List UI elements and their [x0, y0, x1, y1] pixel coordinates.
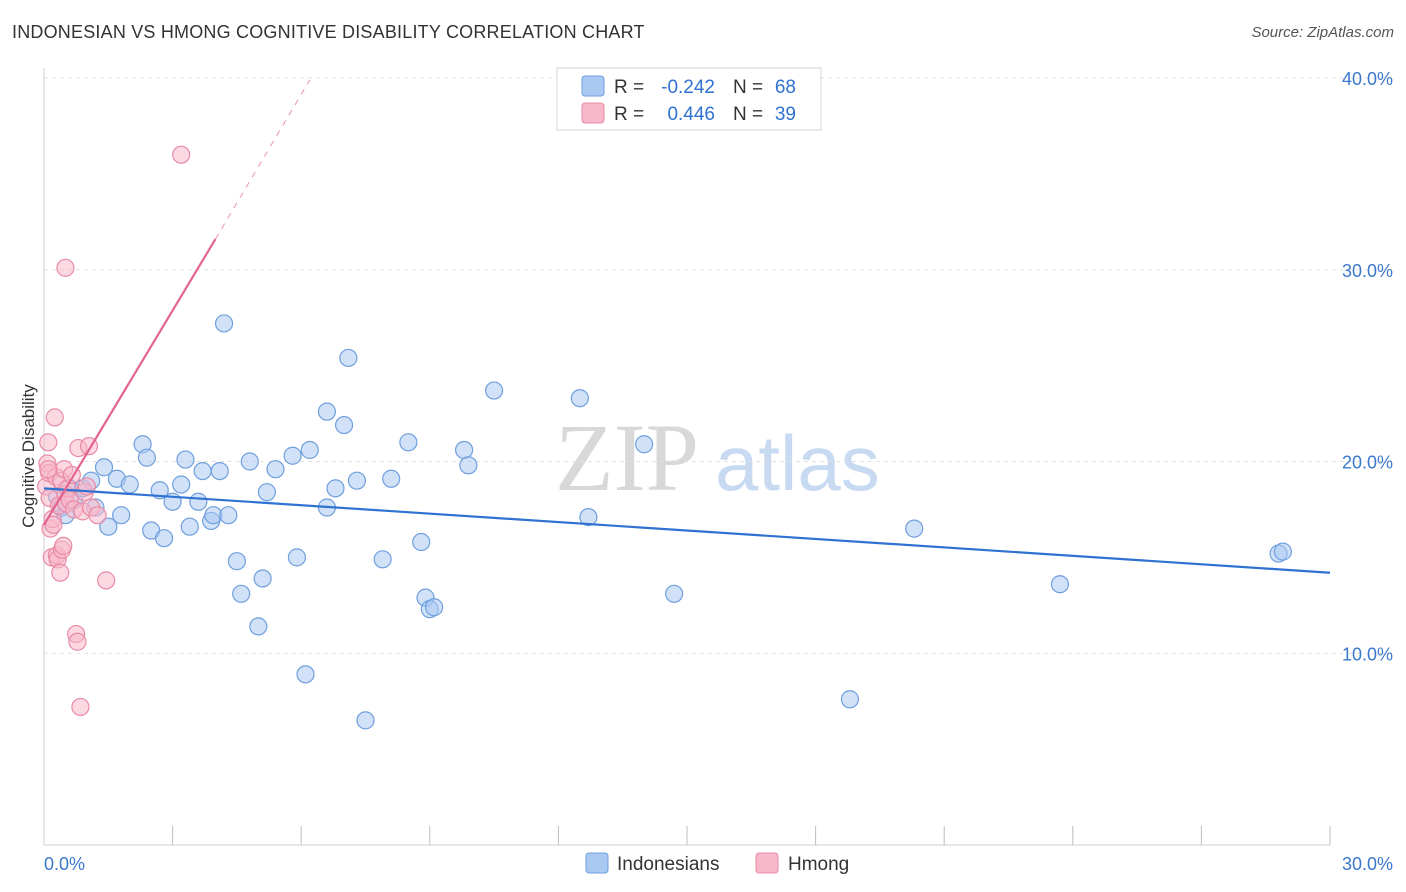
indonesians-point [210, 461, 229, 481]
y-tick-label-40: 40.0% [1342, 69, 1393, 89]
indonesians-point [94, 458, 114, 477]
y-tick-label-30: 30.0% [1342, 261, 1393, 281]
stats-swatch-indonesians [581, 75, 605, 97]
indonesians-point [137, 448, 156, 467]
y-axis-title: Cognitive Disability [19, 384, 38, 528]
stats-swatch-hmong [581, 102, 605, 124]
stats-r-label-hmong: R = [614, 104, 644, 125]
indonesians-point [176, 450, 195, 469]
watermark: ZIP atlas [555, 404, 880, 511]
hmong-point [45, 408, 64, 427]
indonesians-point [300, 440, 319, 460]
indonesians-point [373, 550, 392, 569]
y-tick-label-20: 20.0% [1342, 453, 1393, 473]
hmong-point [97, 571, 116, 590]
trend-line-indonesians [43, 487, 1331, 574]
hmong-point [88, 506, 107, 525]
indonesians-point [283, 446, 302, 465]
indonesians-point [180, 517, 199, 536]
indonesians-point [232, 584, 251, 603]
indonesians-point [840, 690, 859, 709]
indonesians-point [214, 314, 234, 333]
indonesians-point [905, 519, 924, 538]
indonesians-point [356, 711, 375, 730]
x-tick-label-max: 30.0% [1342, 854, 1393, 874]
gridlines [44, 77, 1393, 654]
hmong-point [71, 697, 90, 717]
hmong-point [172, 145, 191, 164]
hmong-point [39, 433, 58, 452]
indonesians-point [189, 492, 208, 511]
indonesians-point [240, 452, 259, 471]
legend-swatch-hmong [755, 852, 779, 874]
indonesians-point [424, 598, 444, 617]
hmong-point [51, 563, 70, 582]
indonesians-point [399, 433, 418, 452]
indonesians-point [120, 475, 139, 494]
hmong-point [39, 460, 58, 479]
indonesians-point [665, 584, 684, 603]
y-tick-labels: 10.0% 20.0% 30.0% 40.0% [1342, 69, 1393, 664]
indonesians-point [382, 469, 401, 488]
indonesians-point [412, 532, 431, 552]
stats-n-value-hmong: 39 [775, 104, 796, 125]
indonesians-point [257, 483, 277, 502]
series-hmong [37, 145, 191, 717]
indonesians-point [227, 552, 246, 571]
indonesians-point [334, 415, 354, 435]
bottom-legend: Indonesians Hmong [585, 852, 849, 875]
trend-line-hmong-extension [215, 79, 311, 240]
hmong-point [68, 632, 87, 651]
indonesians-point [1050, 575, 1070, 594]
indonesians-point [154, 529, 174, 548]
legend-label-indonesians: Indonesians [617, 854, 719, 875]
indonesians-point [485, 381, 504, 400]
trend-line-hmong [43, 238, 217, 526]
indonesians-point [339, 348, 358, 368]
y-tick-label-10: 10.0% [1342, 644, 1393, 664]
stats-r-value-hmong: 0.446 [667, 104, 715, 125]
hmong-point [56, 258, 75, 277]
stats-r-label-indonesians: R = [614, 77, 644, 98]
indonesians-point [296, 665, 315, 684]
indonesians-point [266, 460, 285, 479]
indonesians-point [287, 548, 307, 567]
indonesians-point [454, 440, 474, 460]
indonesians-point [635, 435, 654, 454]
indonesians-point [219, 506, 238, 525]
series-indonesians [47, 314, 1292, 730]
indonesians-point [570, 389, 589, 408]
trend-lines [43, 79, 1331, 574]
indonesians-point [317, 402, 337, 421]
x-ticks [172, 826, 1331, 845]
indonesians-point [172, 475, 191, 494]
source-credit: Source: ZipAtlas.com [1251, 24, 1394, 41]
stats-legend: R = -0.242 N = 68 R = 0.446 N = 39 [556, 67, 822, 131]
indonesians-point [459, 456, 478, 475]
indonesians-point [1273, 542, 1292, 561]
watermark-atlas: atlas [715, 419, 880, 507]
x-tick-label-min: 0.0% [44, 854, 85, 874]
indonesians-point [112, 506, 131, 525]
indonesians-point [326, 479, 345, 498]
watermark-zip: ZIP [555, 404, 699, 511]
indonesians-point [150, 481, 169, 500]
stats-n-label-hmong: N = [733, 104, 763, 125]
indonesians-point [253, 569, 272, 588]
hmong-point [54, 536, 73, 555]
stats-n-label-indonesians: N = [733, 77, 763, 98]
indonesians-point [347, 471, 367, 490]
chart-title: INDONESIAN VS HMONG COGNITIVE DISABILITY… [12, 22, 645, 42]
indonesians-point [99, 517, 118, 536]
stats-n-value-indonesians: 68 [775, 77, 796, 98]
indonesians-point [249, 617, 268, 636]
indonesians-point [579, 508, 598, 527]
legend-label-hmong: Hmong [788, 854, 849, 875]
stats-r-value-indonesians: -0.242 [661, 77, 715, 98]
indonesians-point [193, 461, 212, 481]
legend-swatch-indonesians [585, 852, 609, 874]
